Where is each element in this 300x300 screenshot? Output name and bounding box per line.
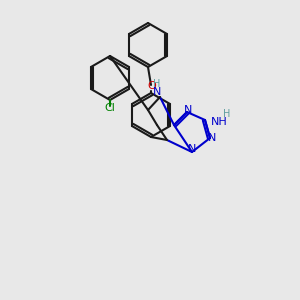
Text: H: H — [153, 79, 161, 89]
Text: NH: NH — [211, 117, 227, 127]
Text: Cl: Cl — [105, 103, 116, 113]
Text: N: N — [153, 87, 161, 97]
Text: O: O — [148, 81, 156, 91]
Text: N: N — [188, 144, 196, 154]
Text: N: N — [184, 105, 192, 115]
Text: H: H — [223, 109, 231, 119]
Text: N: N — [208, 133, 216, 143]
